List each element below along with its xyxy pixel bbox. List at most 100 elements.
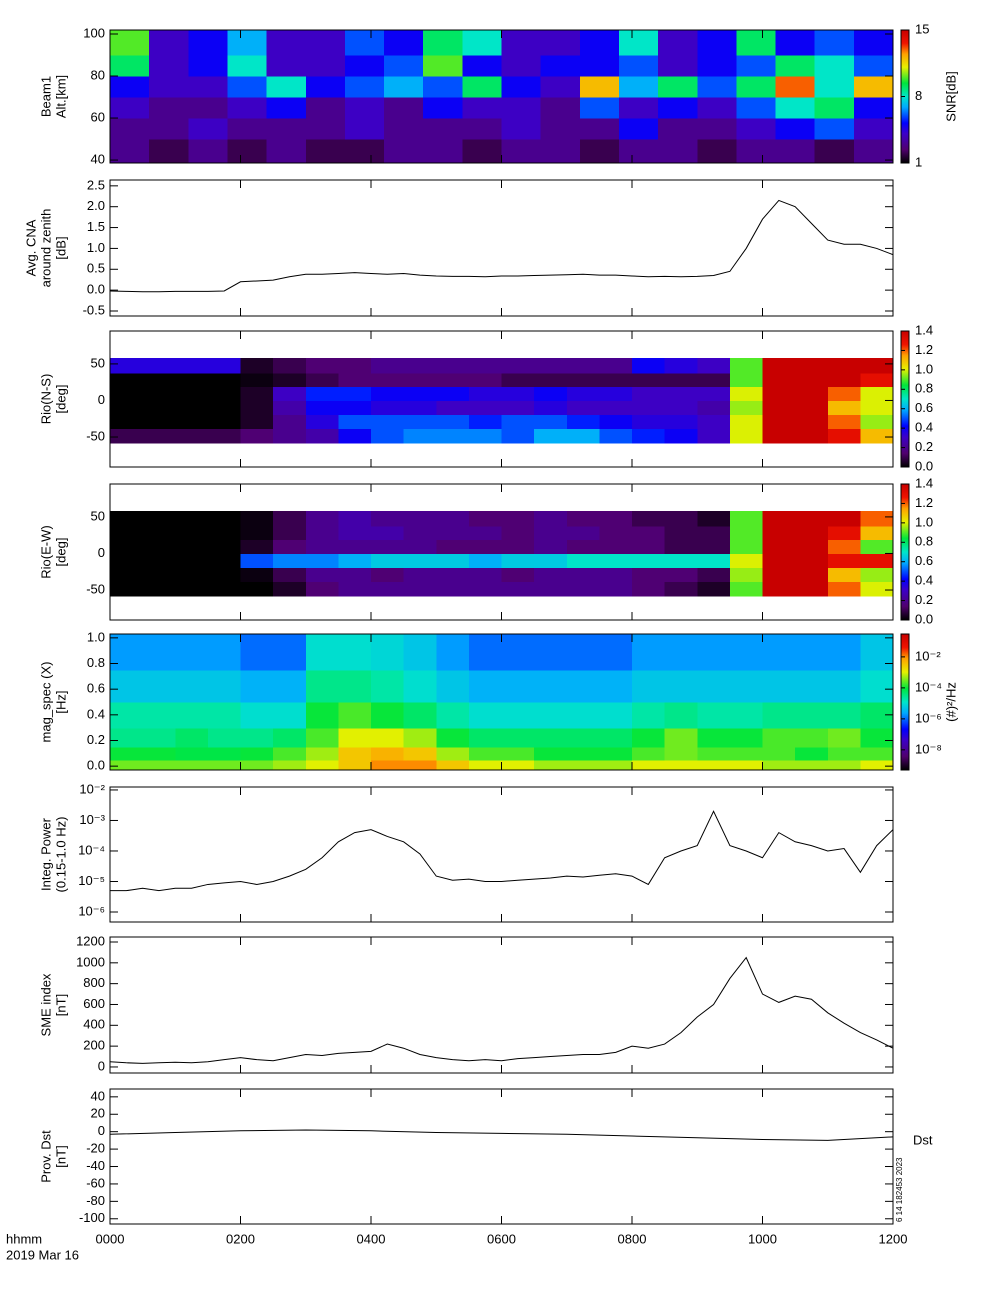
heatmap-cell [110, 372, 144, 388]
heatmap-cell [736, 76, 777, 98]
heatmap-cell [344, 76, 385, 98]
heatmap-cell [462, 76, 503, 98]
heatmap-cell [632, 400, 666, 415]
heatmap-cell [501, 553, 535, 568]
heatmap-cell [534, 581, 568, 597]
y-tick-label: -50 [86, 428, 105, 443]
heatmap-cell [762, 414, 796, 429]
heatmap-cell [762, 400, 796, 415]
heatmap-cell [618, 30, 659, 56]
heatmap-cell [149, 55, 189, 77]
colorbar-tick-label: 8 [915, 88, 922, 103]
heatmap-cell [371, 581, 405, 597]
heatmap-cell [227, 76, 268, 98]
heatmap-cell [175, 358, 209, 374]
heatmap-cell [860, 553, 893, 568]
y-tick-label: 1200 [76, 933, 105, 948]
y-tick-label: 2.0 [87, 198, 105, 213]
heatmap-cell [534, 386, 568, 402]
heatmap-cell [775, 76, 816, 98]
heatmap-cell [403, 669, 437, 703]
heatmap-cell [436, 511, 470, 527]
heatmap-cell [827, 634, 861, 671]
x-tick-label: 0800 [618, 1231, 647, 1246]
heatmap-cell [795, 702, 829, 729]
heatmap-cell [468, 414, 503, 429]
heatmap-cell [632, 386, 666, 402]
y-tick-label: 0 [98, 1058, 105, 1073]
heatmap-cell [664, 581, 698, 597]
heatmap-cell [207, 553, 242, 568]
heatmap-cell [795, 539, 829, 555]
heatmap-cell [110, 759, 144, 770]
colorbar-tick-label: 10⁻⁴ [915, 679, 942, 694]
y-tick-label: 0 [98, 392, 105, 407]
heatmap-cell [240, 553, 274, 568]
heatmap-cell [795, 727, 829, 748]
heatmap-cell [110, 118, 150, 140]
colorbar-tick-label: 0.8 [915, 381, 933, 396]
heatmap-cell [266, 139, 307, 163]
heatmap-cell [423, 30, 463, 56]
heatmap-cell [371, 759, 405, 770]
colorbar-tick-label: 0.6 [915, 400, 933, 415]
heatmap-cell [142, 581, 176, 597]
heatmap-cell [371, 727, 405, 748]
heatmap-cell [736, 30, 777, 56]
heatmap-cell [762, 634, 796, 671]
colorbar-tick-label: 10⁻⁸ [915, 741, 942, 756]
heatmap-cell [110, 525, 144, 541]
heatmap-cell [468, 400, 503, 415]
heatmap-cell [371, 428, 405, 444]
heatmap-cell [736, 118, 777, 140]
heatmap-cell [384, 30, 424, 56]
heatmap-cell [423, 139, 463, 163]
heatmap-cell [371, 400, 405, 415]
y-axis-label: Avg. CNA [23, 219, 38, 276]
heatmap-cell [371, 511, 405, 527]
heatmap-cell [273, 400, 307, 415]
heatmap-cell [795, 669, 829, 703]
heatmap-cell [599, 727, 633, 748]
heatmap-cell [188, 97, 229, 119]
heatmap-cell [599, 759, 633, 770]
heatmap-cell [814, 139, 855, 163]
heatmap-cell [403, 539, 437, 555]
heatmap-cell [436, 400, 470, 415]
colorbar-tick-label: 1.4 [915, 475, 933, 490]
colorbar-tick-label: 1.0 [915, 514, 933, 529]
heatmap-cell [827, 567, 861, 582]
heatmap-cell [632, 759, 666, 770]
heatmap-cell [860, 372, 893, 388]
y-tick-label: -40 [86, 1158, 105, 1173]
heatmap-cell [305, 634, 339, 671]
heatmap-cell [814, 55, 855, 77]
heatmap-cell [110, 55, 150, 77]
heatmap-cell [142, 746, 176, 761]
heatmap-cell [632, 702, 666, 729]
heatmap-cell [579, 30, 620, 56]
heatmap-cell [110, 581, 144, 597]
heatmap-cell [795, 759, 829, 770]
heatmap-cell [207, 759, 242, 770]
heatmap-cell [736, 55, 777, 77]
heatmap-cell [501, 567, 535, 582]
y-tick-label: 0.2 [87, 732, 105, 747]
heatmap-cell [853, 139, 893, 163]
heatmap-cell [142, 511, 176, 527]
heatmap-cell [403, 727, 437, 748]
heatmap-cell [860, 525, 893, 541]
heatmap-cell [827, 539, 861, 555]
heatmap-cell [273, 539, 307, 555]
heatmap-cell [534, 539, 568, 555]
heatmap-cell [827, 759, 861, 770]
heatmap-cell [860, 746, 893, 761]
heatmap-cell [149, 97, 189, 119]
heatmap-cell [534, 553, 568, 568]
heatmap-cell [207, 702, 242, 729]
heatmap-cell [175, 634, 209, 671]
heatmap-cell [240, 581, 274, 597]
heatmap-cell [110, 428, 144, 444]
heatmap-cell [658, 97, 698, 119]
heatmap-cell [664, 759, 698, 770]
